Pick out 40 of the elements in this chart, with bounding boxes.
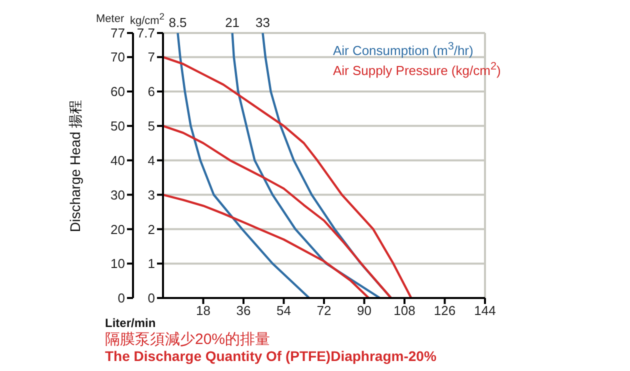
x-tick-label: 126 — [434, 303, 456, 318]
line-series — [176, 33, 310, 298]
y-tick-label: 60 — [110, 84, 125, 100]
y-tick-label: 20 — [110, 222, 125, 237]
x-tick-label: 36 — [236, 303, 251, 318]
y2-tick-label: 2 — [148, 222, 155, 237]
y2-tick-label: 3 — [148, 187, 155, 202]
text: Meter — [96, 13, 124, 25]
y2-tick-label: 4 — [148, 152, 155, 168]
y-tick-label: 30 — [110, 187, 125, 202]
y2-tick-label: 5 — [148, 118, 155, 134]
y-tick-label: 50 — [110, 118, 125, 134]
y-tick-label: 10 — [110, 256, 125, 272]
y2-tick-label: 6 — [148, 84, 155, 100]
y-tick-label: 40 — [110, 152, 125, 168]
x-tick-label: 54 — [276, 303, 291, 318]
x-tick-label: 18 — [196, 303, 210, 318]
series-label: 33 — [255, 15, 270, 30]
y2-axis-title: kg/cm$^{2}$ — [130, 11, 164, 27]
y-tick-label: 77 — [110, 26, 125, 41]
y2-tick-label: 7.7 — [136, 26, 155, 41]
y-tick-label: 0 — [118, 290, 125, 306]
text: 隔膜泵須減少20%的排量 — [105, 331, 270, 348]
series-label: 21 — [225, 15, 240, 30]
x-tick-label: 90 — [357, 303, 372, 318]
line-series — [163, 194, 370, 298]
annotation: Air Supply Pressure (kg/cm$^{2}$) — [332, 61, 501, 78]
x-tick-label: 144 — [474, 303, 496, 318]
y2-tick-label: 0 — [148, 290, 155, 306]
x-tick-label: 108 — [394, 303, 416, 318]
y-axis-title: Discharge Head 揚程 — [67, 99, 83, 232]
annotation: Air Consumption (m$^{3}$/hr) — [332, 41, 474, 58]
x-tick-label: 72 — [316, 303, 332, 318]
y-tick-label: 70 — [110, 50, 125, 65]
text: The Discharge Quantity Of (PTFE)Diaphragm-20% — [105, 348, 436, 364]
y2-tick-label: 1 — [148, 256, 155, 272]
line-series — [163, 124, 392, 298]
x-axis-title: Liter/min — [105, 316, 156, 330]
y2-tick-label: 7 — [148, 50, 155, 65]
series-label: 8.5 — [168, 15, 187, 30]
